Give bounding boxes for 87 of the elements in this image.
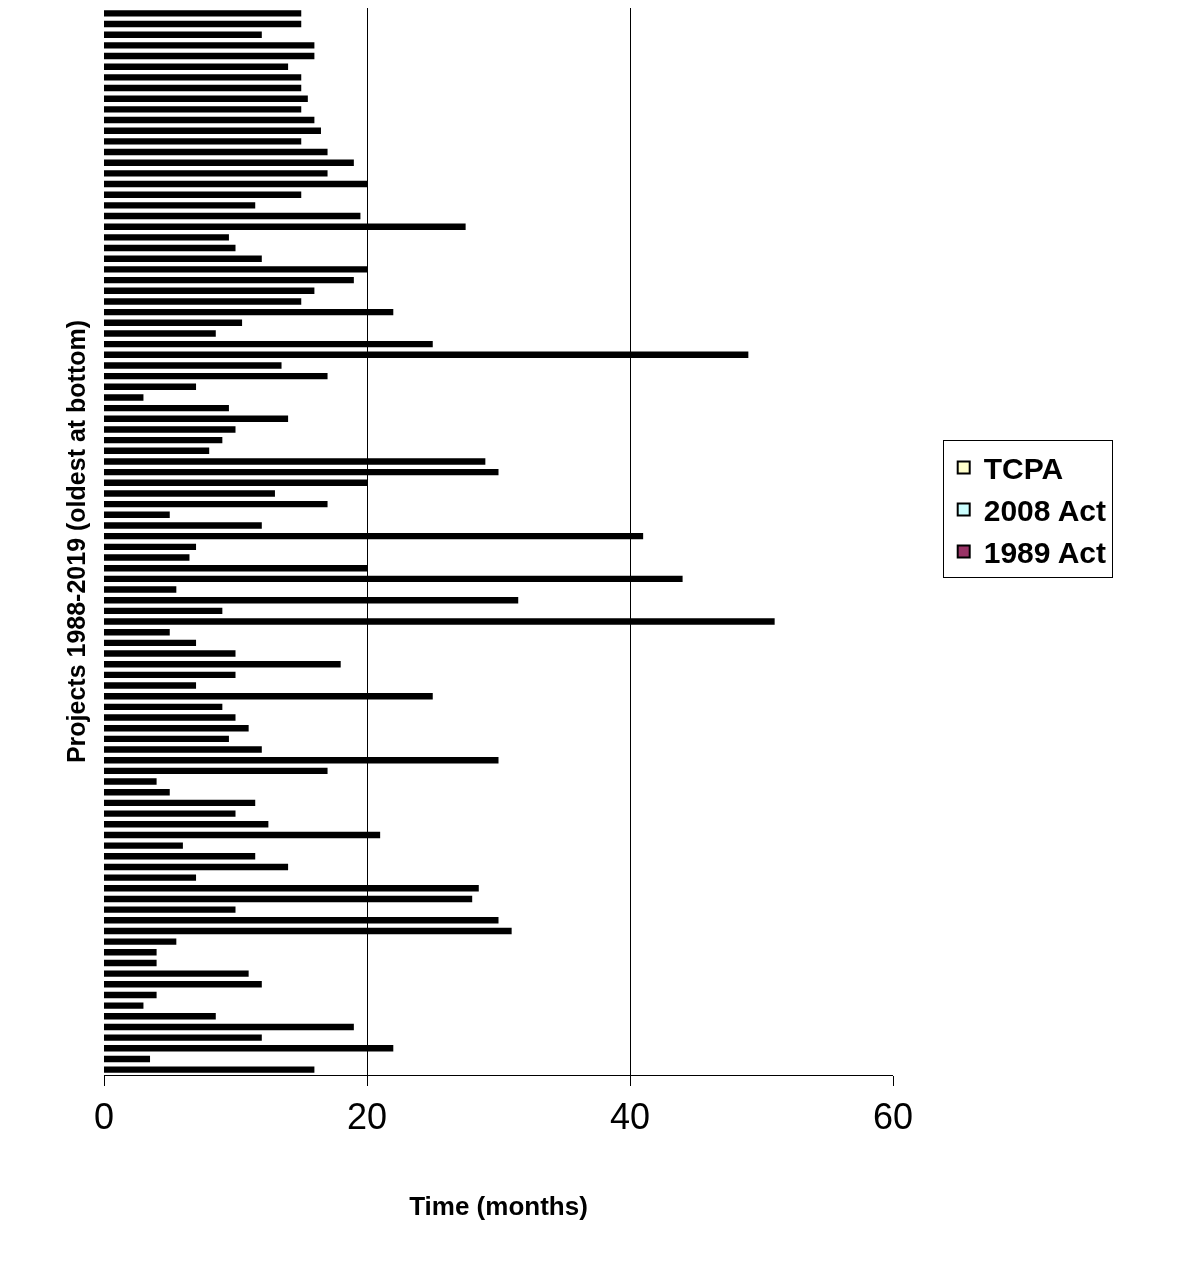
bar	[104, 682, 197, 689]
bar	[104, 639, 197, 647]
bar	[104, 127, 321, 134]
bar	[104, 404, 229, 412]
bar	[104, 778, 157, 785]
bar	[104, 362, 282, 369]
bar	[104, 703, 223, 711]
bar	[104, 84, 302, 92]
bar	[104, 330, 216, 337]
bar	[104, 821, 269, 828]
bar	[104, 543, 197, 551]
bar	[104, 106, 302, 113]
bar	[104, 981, 262, 988]
bar	[104, 735, 229, 743]
x-tick-label: 20	[346, 1096, 388, 1138]
bar	[104, 906, 236, 913]
bar	[104, 234, 229, 241]
bar	[104, 415, 289, 422]
bar	[104, 842, 183, 849]
bar	[104, 319, 243, 326]
bar	[104, 95, 308, 102]
bar	[104, 159, 354, 166]
bar	[104, 1066, 315, 1073]
bar	[104, 63, 289, 70]
bar	[104, 789, 170, 796]
bar	[104, 426, 236, 433]
bar	[104, 863, 289, 871]
bar	[104, 202, 256, 209]
bar	[104, 255, 262, 262]
bar	[104, 170, 328, 177]
bar	[104, 244, 236, 252]
bar	[104, 959, 157, 967]
bar	[104, 970, 249, 977]
bar	[104, 138, 302, 145]
bar	[104, 490, 275, 497]
bar	[104, 42, 315, 49]
x-axis-title: Time (months)	[409, 1190, 588, 1221]
bar	[104, 212, 361, 220]
bar	[104, 522, 262, 529]
bar	[104, 20, 302, 28]
bar	[104, 554, 190, 561]
bar	[104, 671, 236, 679]
x-tick-label: 60	[872, 1096, 914, 1138]
bar	[104, 394, 144, 401]
bar	[104, 938, 177, 945]
legend-label: TCPA	[983, 452, 1064, 486]
bar	[104, 10, 302, 17]
bar	[104, 447, 210, 455]
bar	[104, 298, 302, 305]
bar	[104, 500, 328, 508]
bar	[104, 1002, 144, 1009]
bar	[104, 31, 262, 38]
bar	[104, 383, 197, 390]
bar	[104, 52, 315, 60]
bar	[104, 853, 256, 860]
bar	[104, 1055, 151, 1063]
bar	[104, 436, 223, 444]
legend-label: 1989 Act	[983, 536, 1107, 570]
bar	[104, 810, 236, 817]
bar	[104, 116, 315, 124]
bar	[104, 1013, 216, 1020]
x-tick-label: 40	[609, 1096, 651, 1138]
bar	[104, 874, 197, 881]
bar	[104, 586, 177, 593]
bar	[104, 767, 328, 775]
y-axis-title: Projects 1988-2019 (oldest at bottom)	[61, 319, 90, 764]
bar	[104, 372, 328, 380]
bar	[104, 949, 157, 956]
bar	[104, 991, 157, 999]
bar	[104, 607, 223, 615]
bar	[104, 799, 256, 807]
bar	[104, 287, 315, 294]
bar	[104, 511, 170, 519]
bar	[104, 725, 249, 732]
bar	[104, 661, 341, 668]
x-tick-label: 0	[93, 1096, 115, 1138]
bar	[104, 746, 262, 753]
bar	[104, 628, 170, 636]
bar	[104, 1023, 354, 1031]
bar	[104, 650, 236, 657]
bar	[104, 148, 328, 156]
bar	[104, 74, 302, 81]
bar	[104, 276, 354, 284]
bar	[104, 1034, 262, 1041]
bar	[104, 714, 236, 721]
bar	[104, 191, 302, 198]
legend-label: 2008 Act	[983, 494, 1107, 528]
